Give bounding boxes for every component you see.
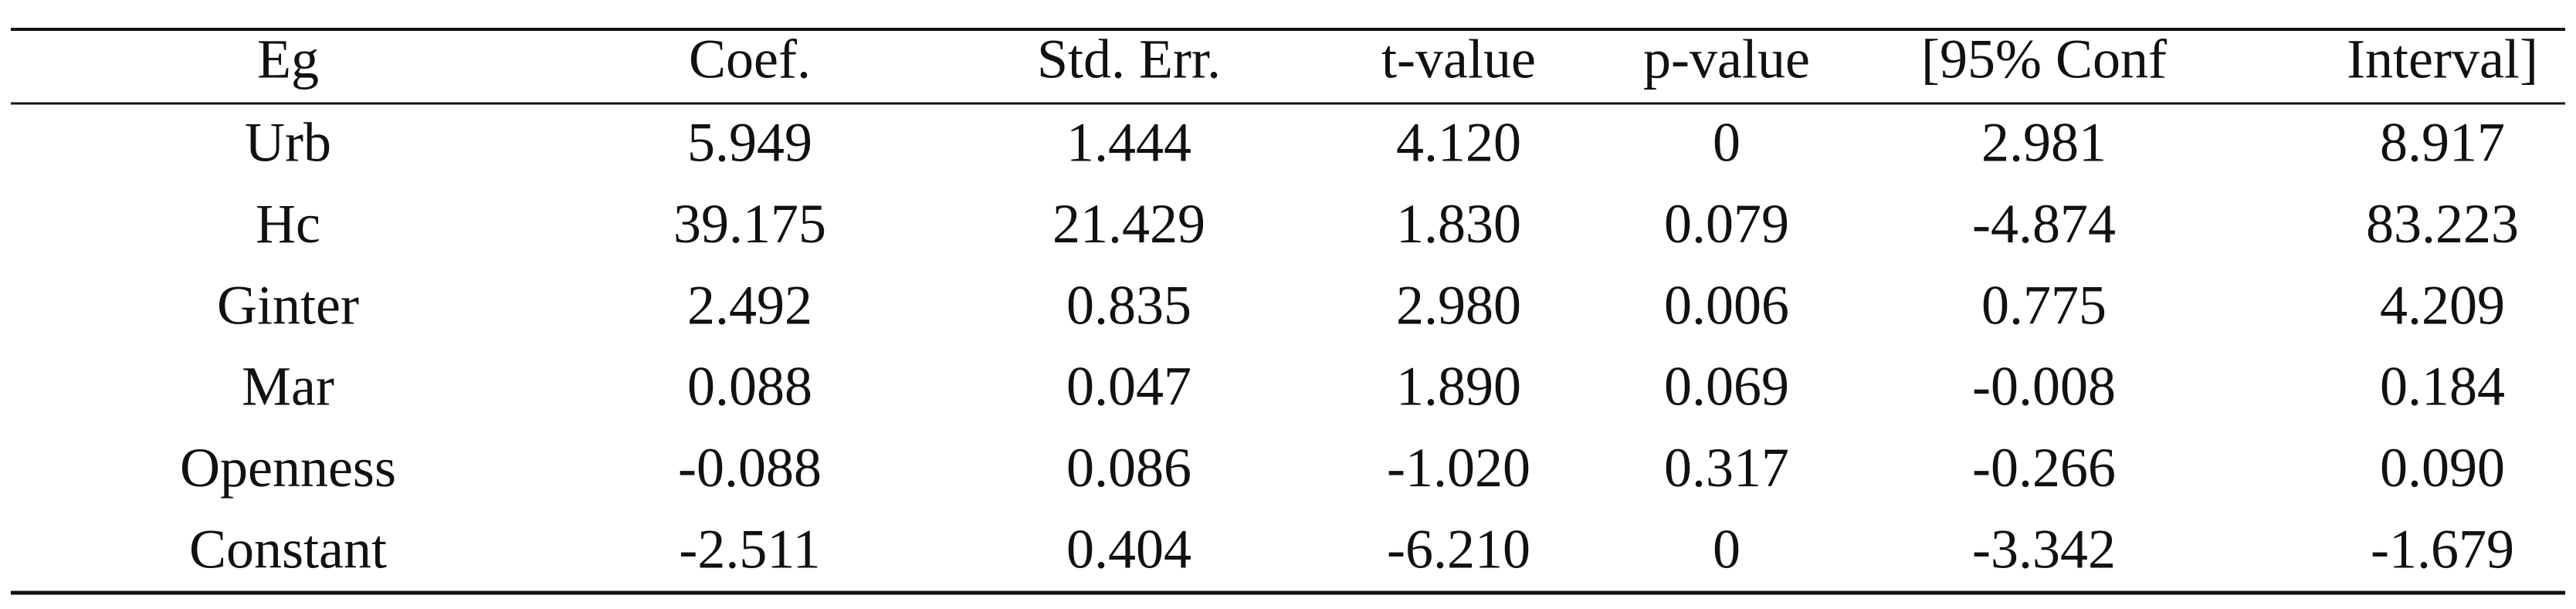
cell: 1.890: [1396, 356, 1521, 418]
header-cell: Std. Err.: [1037, 29, 1221, 90]
cell: 21.429: [1052, 193, 1205, 255]
cell: 0.086: [1066, 437, 1191, 499]
cell: 8.917: [2380, 112, 2505, 174]
row-label: Ginter: [217, 274, 359, 336]
row-label: Mar: [242, 356, 334, 418]
cell: -2.511: [679, 519, 820, 580]
cell: 5.949: [687, 112, 812, 174]
cell: -0.008: [1972, 356, 2116, 418]
cell: -0.266: [1972, 437, 2116, 499]
row-label: Hc: [256, 193, 320, 255]
cell: 2.980: [1396, 274, 1521, 336]
cell: 0.088: [687, 356, 812, 418]
cell: -4.874: [1972, 193, 2116, 255]
cell: -6.210: [1387, 519, 1530, 580]
header-cell: p-value: [1643, 29, 1810, 90]
cell: 2.492: [687, 274, 812, 336]
row-label: Openness: [180, 437, 396, 499]
cell: 0: [1713, 112, 1740, 174]
header-cell: Coef.: [689, 29, 811, 90]
cell: 0: [1713, 519, 1740, 580]
cell: 0.047: [1066, 356, 1191, 418]
cell: 1.830: [1396, 193, 1521, 255]
cell: 0.079: [1664, 193, 1789, 255]
header-cell: Interval]: [2347, 29, 2538, 90]
header-cell: Eg: [257, 29, 319, 90]
cell: 0.404: [1066, 519, 1191, 580]
cell: 39.175: [673, 193, 826, 255]
header-cell: [95% Conf: [1921, 29, 2167, 90]
cell: -3.342: [1972, 519, 2116, 580]
cell: 0.090: [2380, 437, 2505, 499]
cell: 0.317: [1664, 437, 1789, 499]
cell: -1.679: [2371, 519, 2514, 580]
cell: 0.184: [2380, 356, 2505, 418]
cell: 2.981: [1981, 112, 2107, 174]
cell: -1.020: [1387, 437, 1530, 499]
cell: -0.088: [678, 437, 822, 499]
cell: 0.006: [1664, 274, 1789, 336]
row-label: Constant: [189, 519, 387, 580]
cell: 1.444: [1066, 112, 1191, 174]
cell: 4.209: [2380, 274, 2505, 336]
cell: 0.069: [1664, 356, 1789, 418]
row-label: Urb: [245, 112, 331, 174]
cell: 0.835: [1066, 274, 1191, 336]
header-cell: t-value: [1381, 29, 1536, 90]
cell: 83.223: [2366, 193, 2519, 255]
cell: 0.775: [1981, 274, 2107, 336]
cell: 4.120: [1396, 112, 1521, 174]
